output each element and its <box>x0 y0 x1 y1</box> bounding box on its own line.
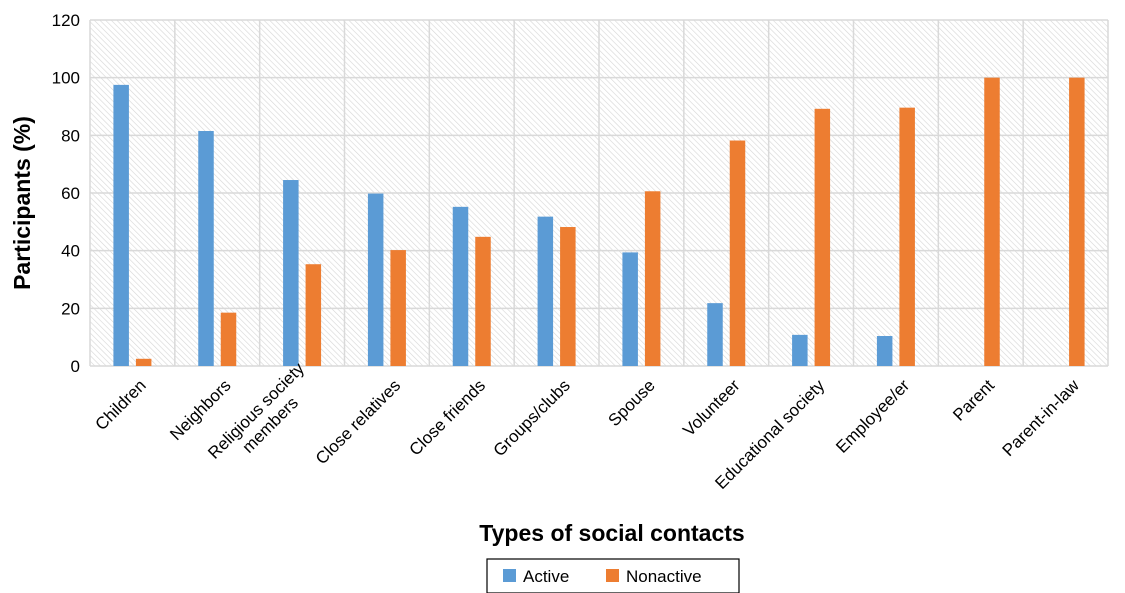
legend-swatch-active <box>503 569 516 582</box>
bar-nonactive <box>814 108 831 366</box>
x-tick-label: Close relatives <box>312 376 404 468</box>
bar-active <box>707 303 723 366</box>
y-tick-label: 80 <box>61 126 80 145</box>
x-tick-label: Parent-in-law <box>999 375 1084 460</box>
x-tick-label: Employee/er <box>832 376 913 457</box>
bar-nonactive <box>560 227 576 366</box>
bar-nonactive <box>644 191 661 366</box>
x-axis-title: Types of social contacts <box>479 520 744 546</box>
bar-nonactive <box>984 77 1000 367</box>
bar-active <box>452 206 469 366</box>
x-tick-label: Children <box>92 376 150 434</box>
bar-nonactive <box>899 107 915 367</box>
y-tick-label: 120 <box>52 11 80 30</box>
legend-box <box>486 558 740 593</box>
bar-active <box>876 336 893 366</box>
y-axis-title: Participants (%) <box>9 116 35 290</box>
y-tick-label: 20 <box>61 299 80 318</box>
x-tick-label: Parent <box>949 376 998 425</box>
bar-active <box>537 216 554 366</box>
bar-nonactive <box>475 236 491 366</box>
bar-active <box>198 131 214 366</box>
bar-nonactive <box>135 358 152 366</box>
x-tick-label: Groups/clubs <box>490 376 574 460</box>
y-axis: 0 20 40 60 80 100 120 <box>52 11 80 376</box>
bars-group <box>113 77 1085 367</box>
bar-active <box>622 252 638 366</box>
bar-active <box>792 334 808 366</box>
y-tick-label: 0 <box>71 357 80 376</box>
legend-label-nonactive: Nonactive <box>626 567 702 586</box>
bar-nonactive <box>305 264 322 366</box>
bar-nonactive <box>390 250 406 366</box>
y-tick-label: 60 <box>61 184 80 203</box>
y-tick-label: 100 <box>52 69 80 88</box>
legend-label-active: Active <box>523 567 569 586</box>
legend: Active Nonactive <box>486 558 740 593</box>
x-tick-label: Close friends <box>405 376 489 460</box>
bar-nonactive <box>1069 77 1085 367</box>
bar-active <box>367 193 384 366</box>
x-tick-label: Religious societymembers <box>204 359 322 477</box>
bar-active <box>283 180 299 366</box>
x-tick-label: Spouse <box>605 376 659 430</box>
legend-swatch-nonactive <box>606 569 619 582</box>
gridlines <box>89 19 1109 367</box>
y-tick-label: 40 <box>61 242 80 261</box>
bar-active <box>113 84 129 366</box>
bar-nonactive <box>729 140 746 366</box>
x-tick-label: Volunteer <box>679 376 743 440</box>
bar-nonactive <box>220 312 237 366</box>
